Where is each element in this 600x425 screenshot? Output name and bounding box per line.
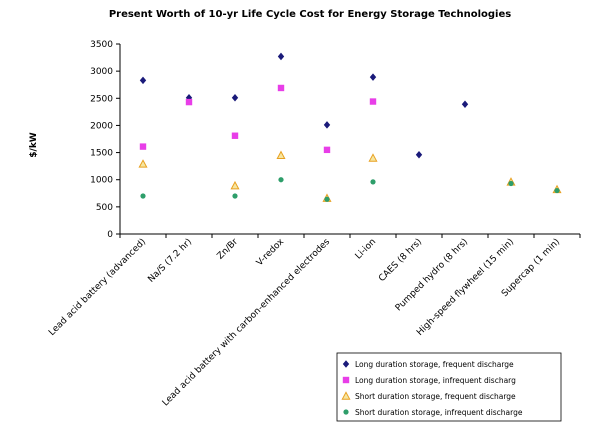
data-point [277,52,285,61]
y-tick-label: 2500 [90,94,113,104]
data-point [554,187,560,194]
data-point [231,132,239,139]
x-tick-label: Lead acid battery (advanced) [47,237,148,338]
legend-marker [342,360,350,368]
chart-title: Present Worth of 10-yr Life Cycle Cost f… [109,9,511,20]
legend-marker [343,409,349,415]
y-axis-label: $/kW [29,132,39,158]
data-point [185,93,193,102]
data-point [230,180,240,190]
legend-marker [342,376,350,384]
x-tick-label: CAES (8 hrs) [377,237,424,284]
y-tick-label: 1500 [90,149,113,159]
data-point [232,193,238,199]
legend: Long duration storage, frequent discharg… [336,352,562,422]
legend-box [336,352,562,422]
data-point [324,196,330,202]
data-point [508,180,514,187]
data-point [415,150,423,159]
data-point [139,143,147,150]
data-point [323,146,331,154]
data-point [278,177,284,183]
data-point [368,153,378,162]
x-tick-label: V-redox [255,237,287,269]
y-tick-label: 500 [96,203,113,213]
x-tick-label: Lead acid battery with carbon-enhanced e… [161,237,333,409]
legend-label: Short duration storage, frequent dischar… [355,392,516,401]
legend-label: Short duration storage, infrequent disch… [355,408,523,417]
data-point [369,98,377,105]
y-tick-label: 1000 [90,176,113,186]
y-tick-label: 2000 [90,121,113,131]
data-point [231,93,239,102]
y-tick-label: 3500 [90,40,113,50]
data-point [370,179,376,185]
y-tick-label: 3000 [90,67,113,77]
y-tick-label: 0 [107,230,113,240]
data-point [277,84,285,92]
x-tick-label: High-speed flywheel (15 min) [415,237,516,338]
data-point [369,73,377,81]
data-point [138,159,148,168]
data-point [276,150,286,159]
data-point [461,100,469,109]
legend-marker [341,391,351,400]
legend-label: Long duration storage, frequent discharg… [355,360,514,369]
data-point [185,98,193,106]
legend-label: Long duration storage, infrequent discha… [355,376,516,385]
x-tick-label: Na/S (7.2 hr) [146,237,194,285]
data-point [323,121,331,129]
data-point [139,76,147,85]
x-tick-label: Zn/Br [216,237,241,262]
x-tick-label: Li-ion [354,237,378,261]
data-point [140,193,146,199]
